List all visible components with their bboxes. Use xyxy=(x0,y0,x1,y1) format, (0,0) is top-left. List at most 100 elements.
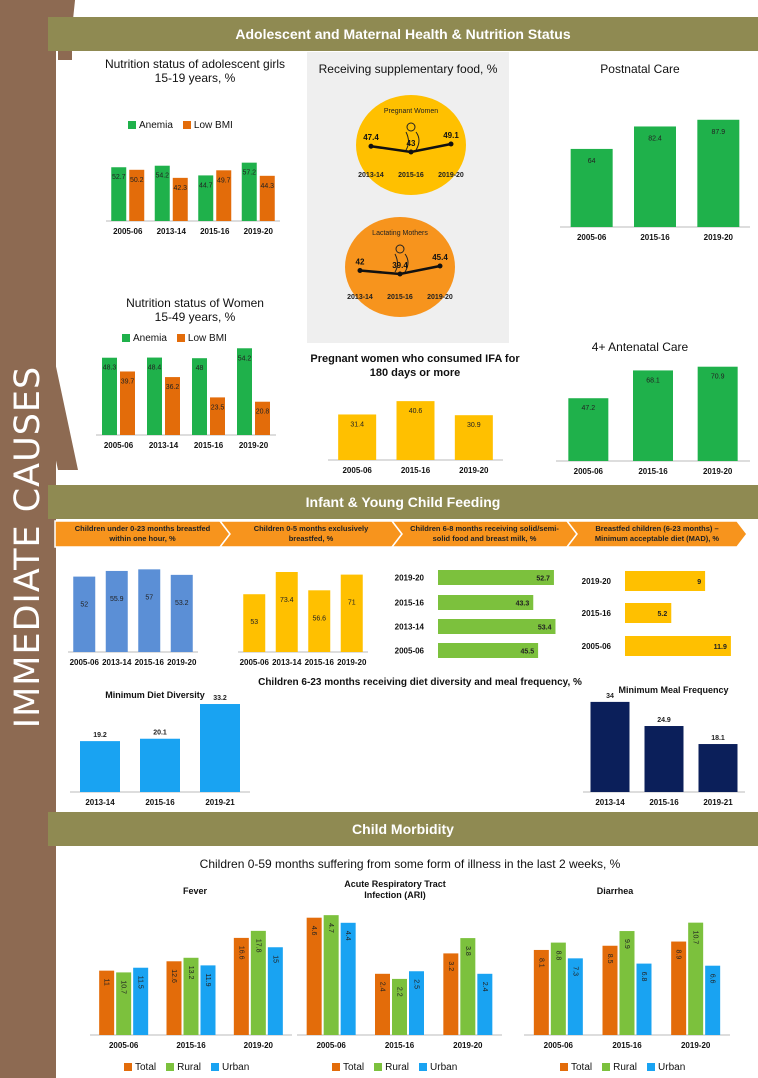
tick-label: 2015-16 xyxy=(200,227,230,236)
data-label: 10.7 xyxy=(120,980,127,994)
legend-item: Low BMI xyxy=(182,120,233,131)
data-label: 34 xyxy=(606,693,614,700)
bar xyxy=(172,177,188,221)
legend-swatch xyxy=(647,1063,656,1072)
chart-title: Postnatal Care xyxy=(600,62,680,76)
bar xyxy=(210,397,225,435)
tick-label: 2013-14 xyxy=(347,294,373,301)
bar xyxy=(625,636,731,656)
data-label: 17.8 xyxy=(254,939,261,953)
data-label: 39.4 xyxy=(392,261,408,270)
bar xyxy=(308,590,331,652)
data-label: 57.2 xyxy=(242,170,256,177)
tick-label: 2019-20 xyxy=(459,466,489,475)
bar xyxy=(688,922,704,1035)
bar xyxy=(636,963,652,1035)
tick-label: 2015-16 xyxy=(640,233,670,242)
legend-swatch xyxy=(122,334,130,343)
data-label: 2.4 xyxy=(481,982,488,992)
bar xyxy=(183,957,199,1035)
tick-label: 2015-16 xyxy=(638,467,668,476)
legend-swatch xyxy=(182,121,191,130)
tick-label: 2013-14 xyxy=(395,623,425,632)
tick-label: 2013-14 xyxy=(595,798,625,807)
tick-label: 2005-06 xyxy=(577,233,607,242)
bar xyxy=(625,603,672,623)
data-label: 42 xyxy=(356,258,365,267)
legend-swatch xyxy=(602,1063,611,1072)
tick-label: 2013-14 xyxy=(272,658,302,667)
data-label: 52.7 xyxy=(112,174,126,181)
legend-swatch xyxy=(124,1063,132,1072)
data-label: 11.9 xyxy=(714,644,727,651)
bar xyxy=(237,348,252,435)
bar xyxy=(409,971,424,1035)
data-label: 44.7 xyxy=(199,182,213,189)
data-label: 8.1 xyxy=(537,958,544,968)
data-label: 11 xyxy=(103,979,110,986)
data-label: 13.2 xyxy=(187,966,194,980)
panel-circle xyxy=(356,95,466,195)
tick-label: 2013-14 xyxy=(358,172,384,179)
bar xyxy=(438,643,539,658)
bar xyxy=(338,414,377,460)
bar xyxy=(392,978,407,1035)
bar xyxy=(340,574,363,652)
data-label: 23.5 xyxy=(211,404,225,411)
bar xyxy=(644,726,684,792)
data-label: 30.9 xyxy=(467,422,481,429)
arrow-banner-label: within one hour, % xyxy=(108,534,176,543)
arrow-banner-label: Minimum acceptable diet (MAD), % xyxy=(595,534,720,543)
bar xyxy=(105,570,128,652)
legend-item: Anemia xyxy=(122,333,167,344)
bar xyxy=(568,398,609,461)
tick-label: 2019-20 xyxy=(337,658,367,667)
bar xyxy=(233,937,249,1035)
bar xyxy=(697,366,738,461)
legend-item: Rural xyxy=(602,1062,637,1073)
bar xyxy=(255,401,270,435)
data-label: 2.2 xyxy=(396,987,403,997)
tick-label: 2005-06 xyxy=(574,467,604,476)
data-label: 57 xyxy=(145,594,153,601)
tick-label: 2019-20 xyxy=(704,233,734,242)
tick-label: 2019-20 xyxy=(239,441,269,450)
data-label: 20.8 xyxy=(256,409,270,416)
data-label: 4.4 xyxy=(344,931,351,941)
dd-mf-title: Children 6-23 months receiving diet dive… xyxy=(258,677,582,688)
tick-label: 2015-16 xyxy=(649,798,679,807)
data-label: 8.8 xyxy=(554,951,561,961)
data-label: 11.9 xyxy=(204,973,211,986)
data-label: 82.4 xyxy=(648,135,662,142)
tick-label: 2019-20 xyxy=(244,1041,274,1050)
data-point xyxy=(368,143,374,149)
legend-swatch xyxy=(166,1063,175,1072)
tick-label: 2019-20 xyxy=(453,1041,483,1050)
bar xyxy=(216,170,232,221)
tick-label: 2013-14 xyxy=(102,658,132,667)
panel-label: Pregnant Women xyxy=(384,108,438,115)
bar xyxy=(323,915,339,1035)
bar xyxy=(129,169,145,221)
bar xyxy=(634,126,676,227)
bar xyxy=(340,922,356,1035)
bar xyxy=(200,965,216,1035)
chart-title: Minimum Meal Frequency xyxy=(618,685,729,695)
tick-label: 2005-06 xyxy=(395,647,425,656)
tick-label: 2015-16 xyxy=(145,798,175,807)
legend: Total Rural Urban xyxy=(332,1062,467,1073)
data-label: 15 xyxy=(271,955,278,963)
arrow-banner xyxy=(565,520,748,548)
pregnant-woman-icon-body xyxy=(405,131,420,151)
chart-title: Acute Respiratory Tract Infection (ARI) xyxy=(344,879,446,900)
chart-title: Receiving supplementary food, % xyxy=(318,62,498,76)
data-label: 3.2 xyxy=(447,961,454,971)
tick-label: 2019-20 xyxy=(438,172,464,179)
data-label: 4.7 xyxy=(327,923,334,933)
tick-label: 2005-06 xyxy=(109,1041,139,1050)
bar xyxy=(438,619,556,634)
legend: Total Rural Urban xyxy=(124,1062,259,1073)
bar xyxy=(140,738,180,792)
data-label: 87.9 xyxy=(712,129,726,136)
